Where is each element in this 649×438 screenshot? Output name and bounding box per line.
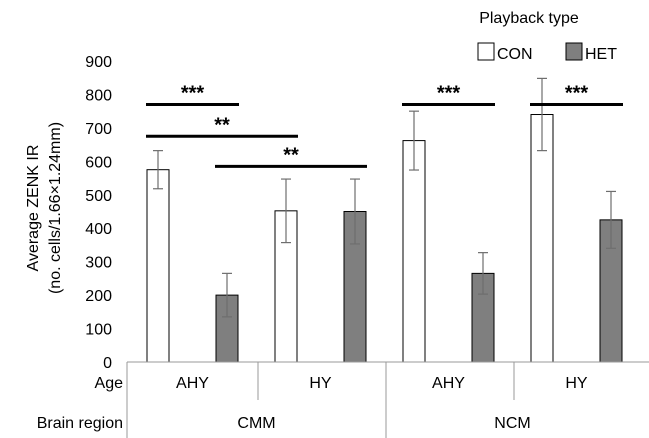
age-label: AHY (432, 375, 465, 392)
significance-label: *** (181, 82, 205, 104)
y-tick-label: 200 (85, 288, 112, 305)
y-tick-label: 800 (85, 87, 112, 104)
significance-label: *** (437, 82, 461, 104)
y-tick-label: 100 (85, 322, 112, 339)
y-axis-ticks: 0 100 200 300 400 500 600 700 800 900 (85, 54, 112, 372)
y-axis-label: Average ZENK IR (no. cells/1.66×1.24mm) (25, 122, 64, 294)
legend-title: Playback type (479, 10, 579, 27)
significance-label: *** (565, 82, 589, 104)
region-label: NCM (494, 415, 530, 432)
significance-markers: ********** *** (146, 82, 623, 168)
age-label: AHY (176, 375, 209, 392)
y-tick-label: 600 (85, 154, 112, 171)
region-label: CMM (237, 415, 275, 432)
y-tick-label: 300 (85, 255, 112, 272)
significance-label: ** (214, 114, 230, 136)
y-tick-label: 700 (85, 121, 112, 138)
significance-label: ** (283, 144, 299, 166)
legend-swatch-con (477, 42, 495, 61)
y-tick-label: 400 (85, 221, 112, 238)
y-tick-label: 900 (85, 54, 112, 71)
legend-label-con: CON (497, 46, 533, 63)
age-row-label: Age (95, 375, 124, 392)
age-label: HY (565, 375, 588, 392)
category-axis: Age Brain region AHY HY AHY HY CMM NCM (37, 375, 588, 432)
legend-label-het: HET (585, 46, 617, 63)
bar-con (402, 140, 426, 363)
y-axis-label-line1: Average ZENK IR (25, 145, 42, 272)
y-tick-label: 500 (85, 188, 112, 205)
bar-con (146, 169, 170, 363)
bar-con (530, 114, 554, 363)
age-label: HY (309, 375, 332, 392)
region-row-label: Brain region (37, 415, 123, 432)
y-axis-label-line2: (no. cells/1.66×1.24mm) (47, 122, 64, 294)
legend: Playback type CON HET (477, 10, 617, 63)
legend-swatch-het (565, 42, 583, 61)
y-tick-label: 0 (103, 355, 112, 372)
axes (126, 361, 649, 438)
